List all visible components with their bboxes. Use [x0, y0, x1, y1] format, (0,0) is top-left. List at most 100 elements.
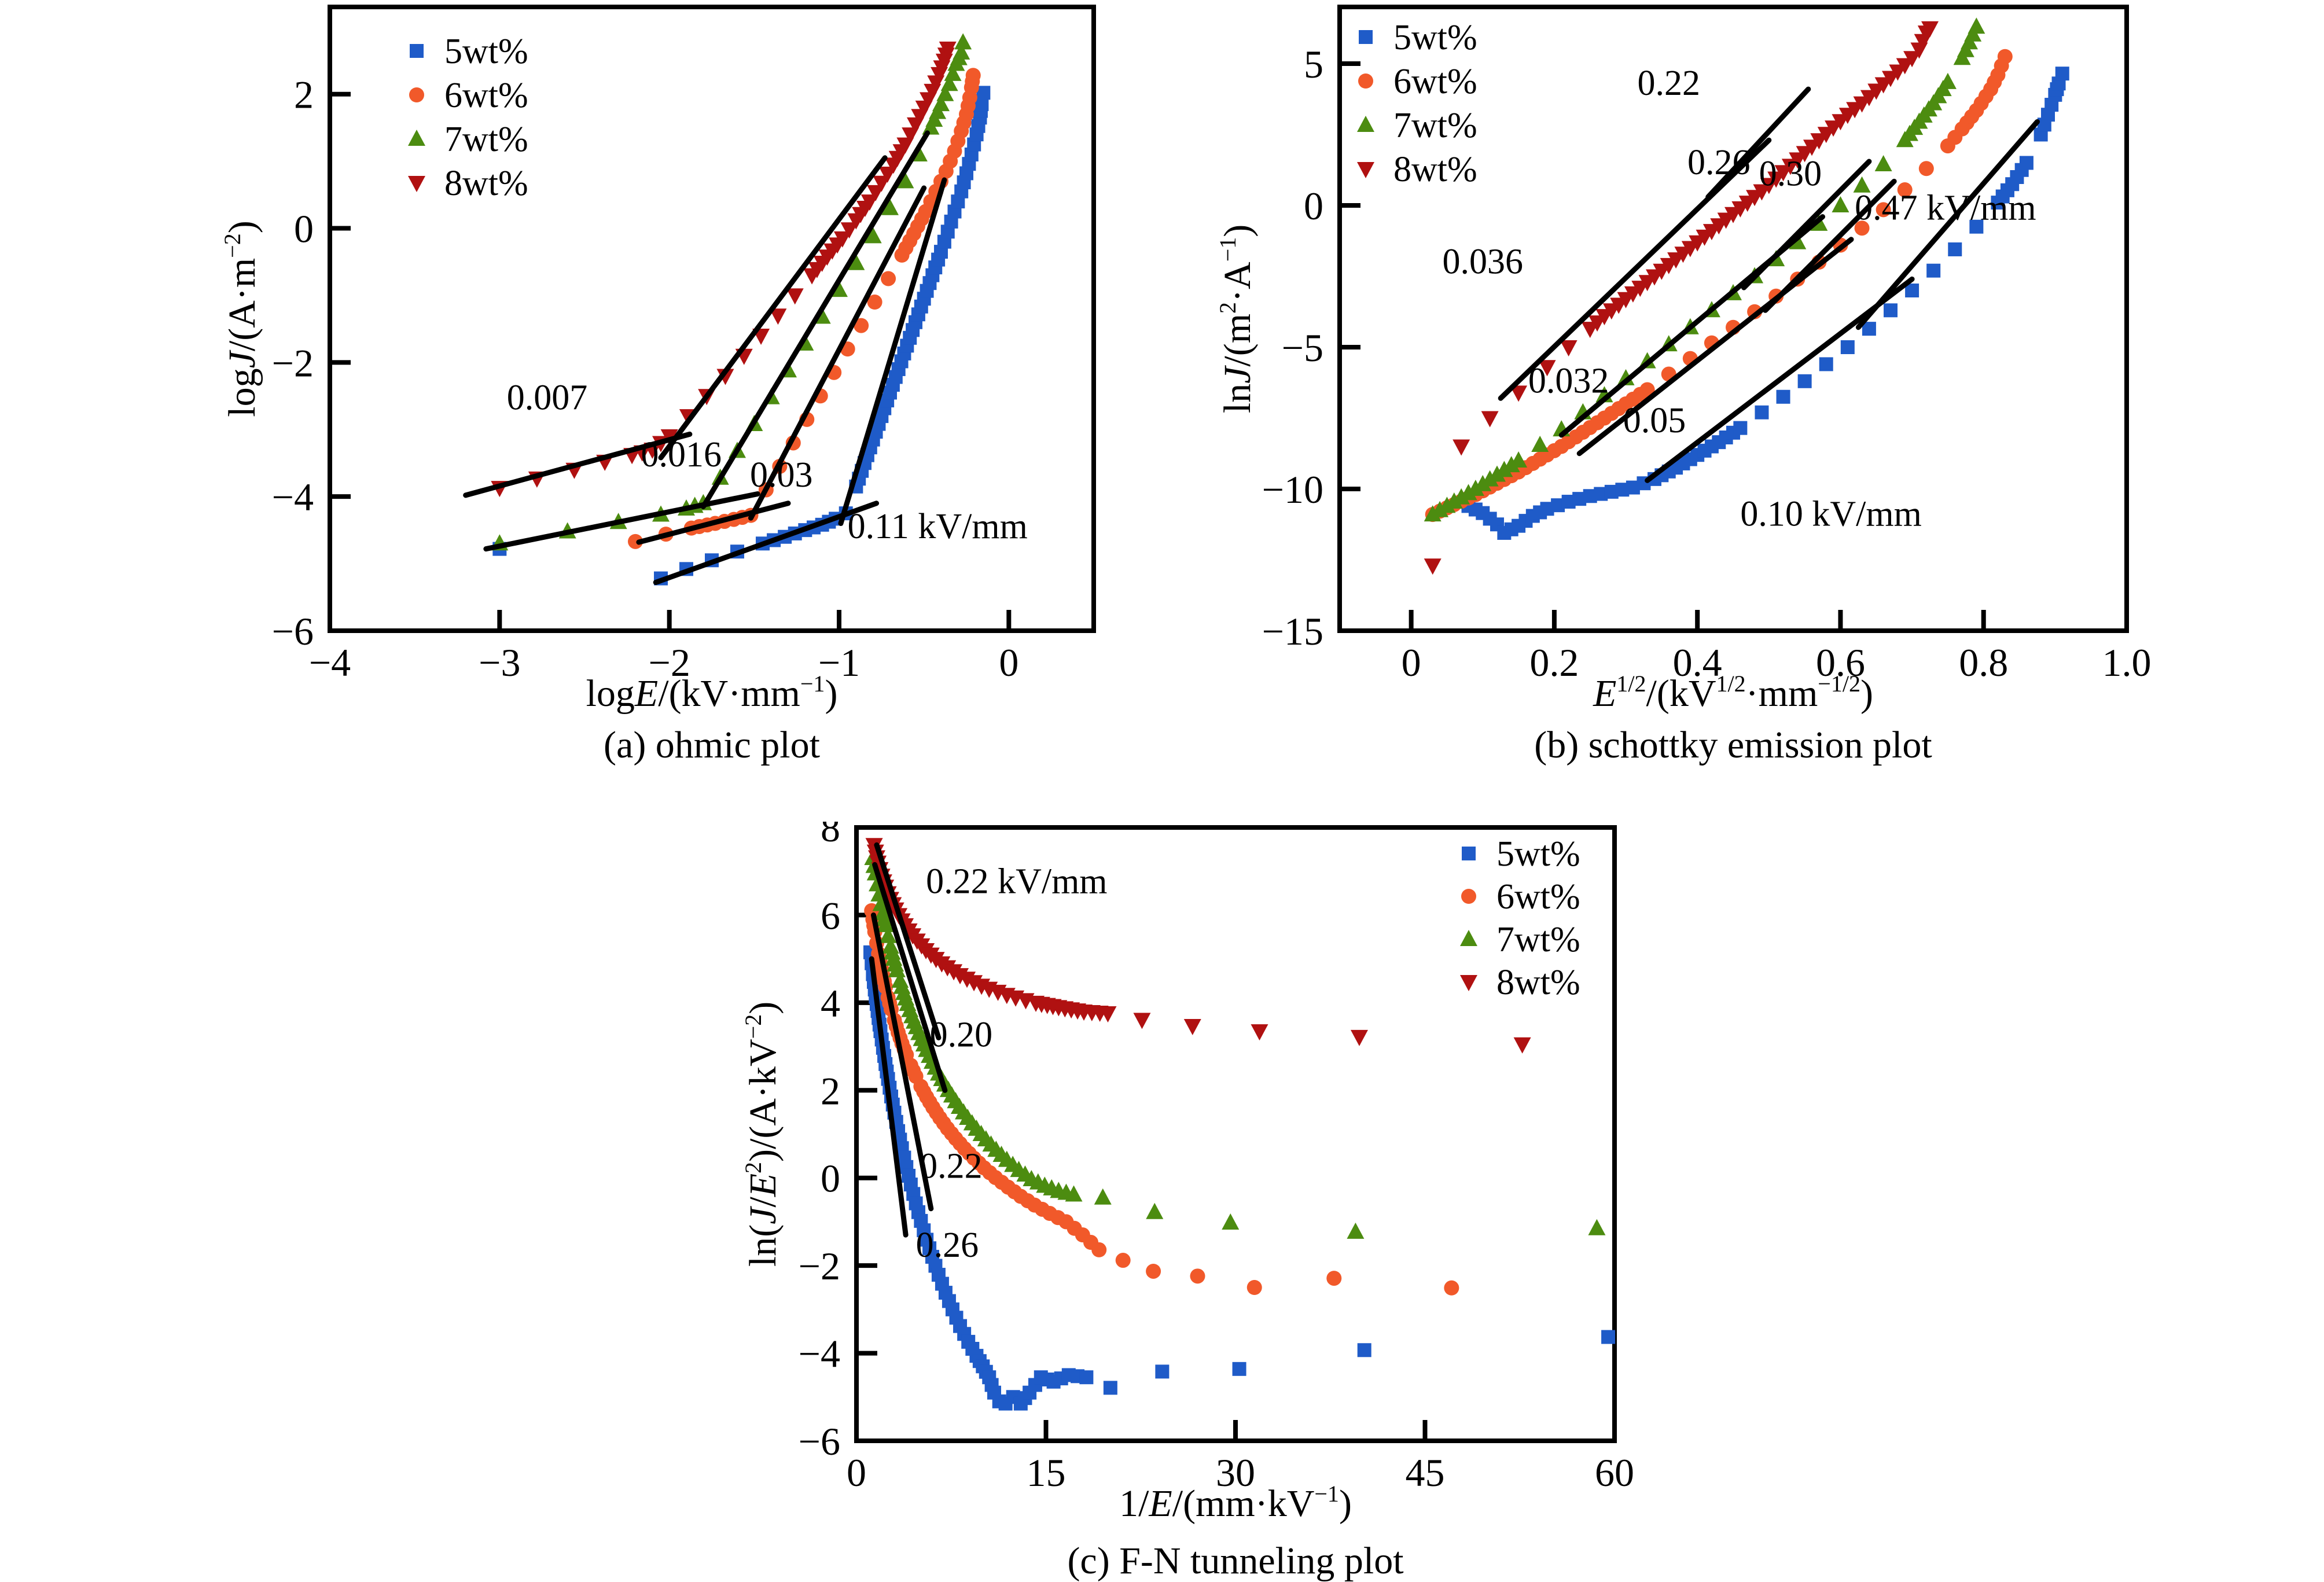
7wt%-point	[1789, 233, 1807, 249]
y-axis-title: logJ/(A·m−2)	[219, 220, 263, 417]
y-tick-label: 0	[821, 1157, 840, 1201]
x-tick-label: 0.8	[1959, 641, 2008, 685]
y-axis-title: ln(J/E2)/(A·kV−2)	[740, 1002, 784, 1267]
6wt%-point	[1918, 161, 1934, 176]
5wt%-point	[1755, 405, 1769, 420]
5wt%-point	[1797, 374, 1812, 388]
5wt%-point	[2055, 67, 2069, 81]
7wt%-point	[1832, 196, 1849, 212]
8wt%-point	[1424, 558, 1442, 575]
7wt%-point	[1531, 436, 1549, 452]
6wt%-point	[1091, 1242, 1107, 1257]
7wt%-point	[896, 172, 914, 189]
legend-marker-5wt%	[1462, 847, 1476, 860]
fit-line	[748, 185, 927, 521]
x-tick-label: −1	[818, 641, 860, 685]
legend-label-5wt%: 5wt%	[1393, 18, 1477, 57]
series-7wt%	[864, 849, 1606, 1239]
fit-line	[1705, 86, 1811, 200]
8wt%-point	[833, 231, 851, 248]
6wt%-point	[1854, 220, 1870, 236]
5wt%-point	[1733, 421, 1748, 435]
slope-annotation: 0.007	[507, 378, 588, 417]
y-tick-label: −10	[1262, 468, 1323, 512]
series-8wt%	[1424, 21, 1939, 575]
7wt%-point	[1853, 176, 1871, 193]
8wt%-point	[861, 194, 878, 211]
8wt%-point	[1903, 51, 1921, 68]
x-tick-label: 45	[1406, 1451, 1445, 1495]
fit-line	[1763, 178, 1897, 313]
6wt%-point	[1997, 49, 2013, 64]
y-tick-label: 6	[821, 893, 840, 937]
series-5wt%	[492, 86, 991, 586]
legend-marker-8wt%	[408, 176, 425, 192]
fit-line	[869, 956, 909, 1238]
6wt%-point	[1876, 202, 1891, 218]
axis-ticks: 0 0.2 0.4 0.6 0.8 1.0 5 0 −5 −10 −15	[1262, 42, 2152, 685]
7wt%-point	[888, 961, 906, 977]
fn-tunneling-plot-chart: 0 15 30 45 60 8 6 4 2 0 −2 −4 −6 1/E/(mm·kV−1) ln(J/E2…	[740, 822, 1634, 1525]
7wt%-point	[1502, 456, 1520, 473]
x-axis-title: E1/2/(kV1/2·mm−1/2)	[1593, 671, 1873, 715]
fit-line	[874, 842, 942, 1040]
legend: 5wt%6wt%7wt%8wt%	[1357, 18, 1477, 189]
8wt%-point	[1510, 385, 1528, 402]
7wt%-point	[1459, 484, 1477, 501]
6wt%-point	[1897, 182, 1913, 198]
fit-lines	[463, 130, 947, 586]
7wt%-point	[1939, 72, 1957, 89]
7wt%-point	[954, 33, 972, 50]
8wt%-point	[840, 222, 858, 239]
y-tick-label: −15	[1262, 609, 1323, 653]
8wt%-point	[1921, 21, 1939, 38]
5wt%-point	[1948, 242, 1962, 256]
legend-label-7wt%: 7wt%	[1496, 920, 1580, 959]
7wt%-point	[1438, 496, 1456, 513]
fit-line	[658, 155, 888, 461]
fit-line	[463, 431, 693, 498]
series-8wt%	[491, 41, 957, 498]
7wt%-point	[1510, 451, 1528, 468]
legend-label-5wt%: 5wt%	[444, 32, 528, 71]
legend-label-8wt%: 8wt%	[1393, 150, 1477, 189]
fit-line	[1855, 119, 2040, 330]
6wt%-point	[881, 271, 896, 286]
slope-annotation: 0.22	[920, 1147, 983, 1186]
fit-lines	[869, 842, 948, 1238]
slope-annotation: 0.22 kV/mm	[926, 862, 1107, 902]
x-tick-label: −3	[479, 641, 520, 685]
7wt%-point	[879, 926, 897, 943]
y-tick-label: −6	[799, 1419, 840, 1463]
6wt%-point	[1115, 1253, 1131, 1268]
7wt%-point	[1094, 1188, 1112, 1205]
slope-annotation: 0.10 kV/mm	[1740, 495, 1921, 534]
8wt%-point	[1183, 1018, 1201, 1035]
7wt%-point	[1968, 17, 1985, 34]
7wt%-point	[1146, 1202, 1164, 1219]
legend-label-6wt%: 6wt%	[444, 76, 528, 115]
caption-schottky-plot: (b) schottky emission plot	[1534, 724, 1932, 766]
7wt%-point	[1065, 1185, 1083, 1202]
7wt%-point	[1874, 154, 1892, 171]
panel-ohmic-plot: −4 −3 −2 −1 0 2 0 −2 −4 −6 logE/(kV·mm−1) logJ/(A·m…	[174, 0, 1134, 787]
7wt%-point	[1488, 465, 1506, 482]
6wt%-point	[1246, 1280, 1262, 1295]
5wt%-point	[1103, 1381, 1117, 1395]
slope-annotation: 0.11 kV/mm	[848, 507, 1028, 546]
fit-line	[636, 501, 791, 545]
panel-fn-tunneling-plot: 0 15 30 45 60 8 6 4 2 0 −2 −4 −6 1/E/(mm·kV−1) ln(J/E2…	[700, 822, 1649, 1582]
x-tick-label: 1.0	[2102, 641, 2152, 685]
8wt%-point	[939, 41, 957, 58]
plot-frame	[1337, 5, 2129, 633]
x-tick-label: 0	[999, 641, 1018, 685]
8wt%-point	[1133, 1013, 1151, 1029]
7wt%-point	[1466, 480, 1484, 496]
y-tick-label: −4	[272, 475, 314, 519]
caption-ohmic-plot: (a) ohmic plot	[604, 724, 820, 766]
8wt%-point	[1099, 1006, 1117, 1023]
6wt%-point	[628, 534, 643, 549]
slope-annotation: 0.016	[641, 435, 722, 474]
legend: 5wt%6wt%7wt%8wt%	[1460, 834, 1580, 1002]
